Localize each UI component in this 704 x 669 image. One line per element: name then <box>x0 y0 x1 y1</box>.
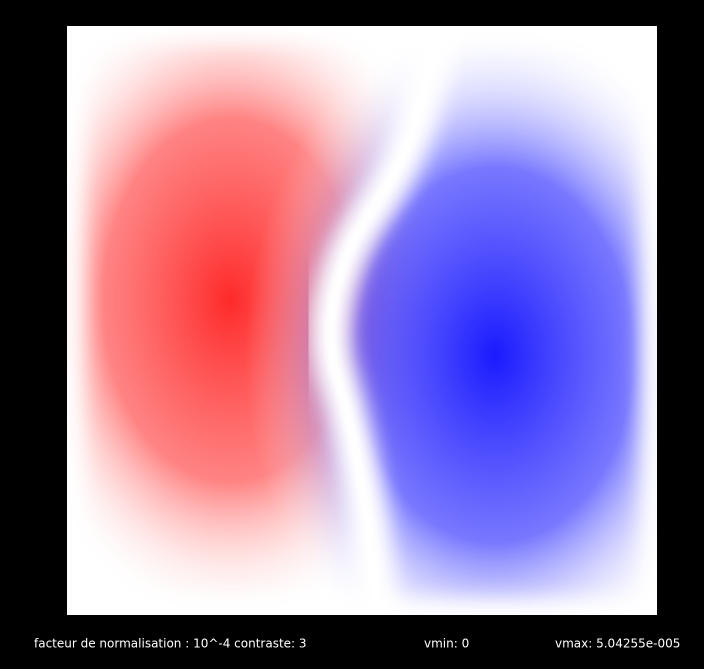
normalization-label: facteur de normalisation : 10^-4 contras… <box>34 637 307 651</box>
vmax-label: vmax: 5.04255e-005 <box>555 637 680 651</box>
vmin-label: vmin: 0 <box>424 637 469 651</box>
